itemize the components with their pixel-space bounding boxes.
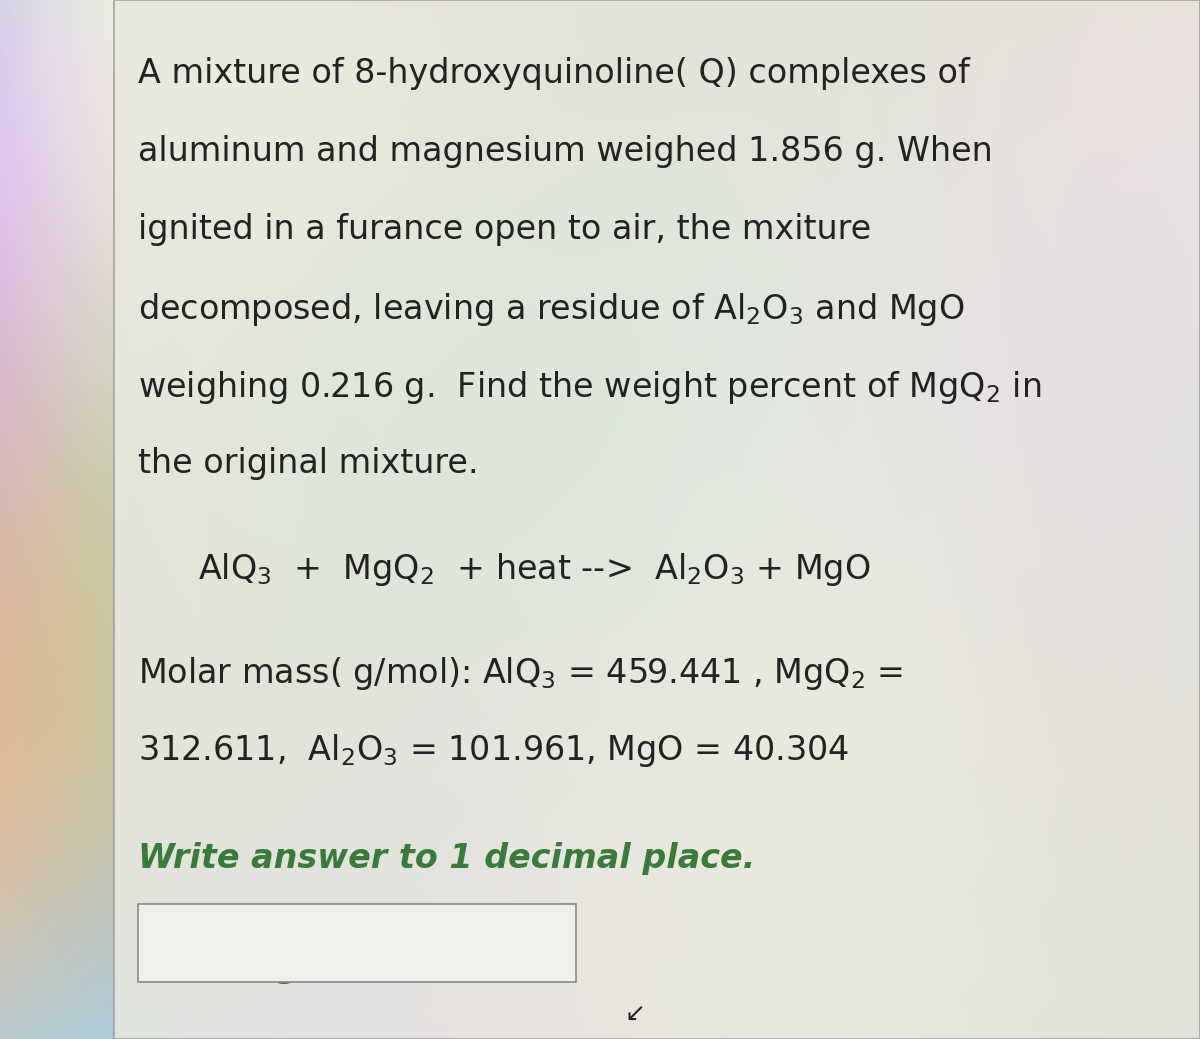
Text: A mixture of 8-hydroxyquinoline( Q) complexes of: A mixture of 8-hydroxyquinoline( Q) comp…: [138, 57, 970, 90]
Text: Molar mass( g/mol): AlQ$_3$ = 459.441 , MgQ$_2$ =: Molar mass( g/mol): AlQ$_3$ = 459.441 , …: [138, 655, 904, 692]
Text: ignited in a furance open to air, the mxiture: ignited in a furance open to air, the mx…: [138, 213, 871, 246]
Text: weighing 0.216 g.  Find the weight percent of MgQ$_2$ in: weighing 0.216 g. Find the weight percen…: [138, 369, 1042, 406]
Text: aluminum and magnesium weighed 1.856 g. When: aluminum and magnesium weighed 1.856 g. …: [138, 135, 992, 168]
Text: 312.611,  Al$_2$O$_3$ = 101.961, MgO = 40.304: 312.611, Al$_2$O$_3$ = 101.961, MgO = 40…: [138, 732, 850, 770]
Text: AlQ$_3$  +  MgQ$_2$  + heat -->  Al$_2$O$_3$ + MgO: AlQ$_3$ + MgQ$_2$ + heat --> Al$_2$O$_3$…: [198, 551, 870, 588]
Text: No % sign in answer.: No % sign in answer.: [138, 951, 527, 984]
Text: the original mixture.: the original mixture.: [138, 447, 479, 480]
Text: ↙: ↙: [624, 1003, 646, 1027]
Text: Write answer to 1 decimal place.: Write answer to 1 decimal place.: [138, 842, 755, 875]
Text: decomposed, leaving a residue of Al$_2$O$_3$ and MgO: decomposed, leaving a residue of Al$_2$O…: [138, 291, 965, 328]
